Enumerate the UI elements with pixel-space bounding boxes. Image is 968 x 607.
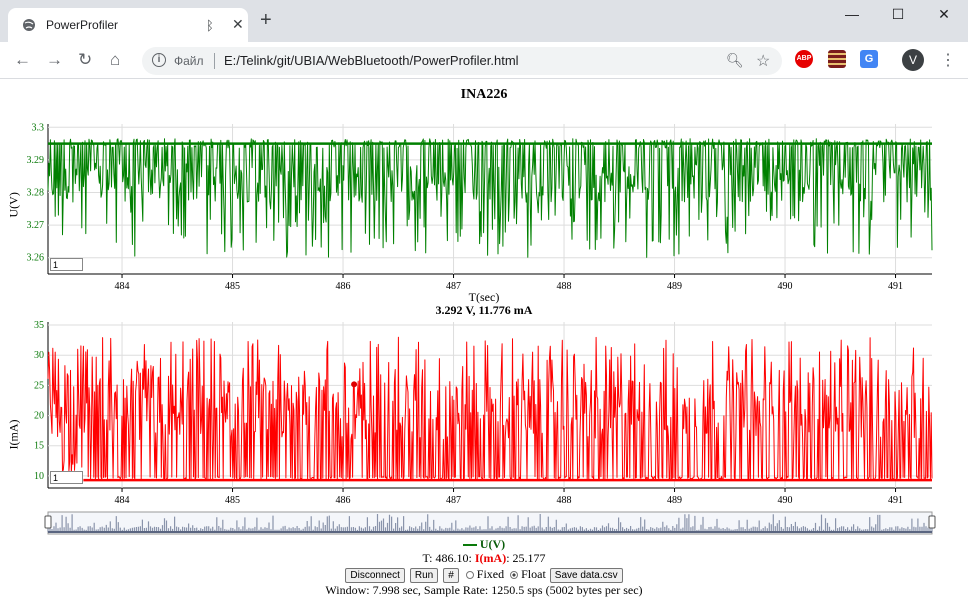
x-tick-label: 489: [667, 495, 682, 504]
page-title: INA226: [460, 87, 508, 102]
x-tick-label: 488: [557, 495, 572, 504]
x-tick-label: 486: [336, 281, 351, 290]
x-tick-label: 488: [557, 281, 572, 290]
x-tick-label: 484: [115, 495, 130, 504]
home-button[interactable]: ⌂: [110, 50, 121, 69]
url-text[interactable]: E:/Telink/git/UBIA/WebBluetooth/PowerPro…: [224, 53, 519, 68]
y-tick-label: 20: [34, 411, 44, 422]
run-button[interactable]: Run: [409, 567, 439, 583]
close-tab-icon[interactable]: ✕: [232, 16, 244, 32]
maximize-button[interactable]: ☐: [891, 6, 905, 22]
cursor-time: T: 486.10:: [422, 551, 475, 565]
float-radio[interactable]: [510, 571, 519, 580]
save-data-button[interactable]: Save data.csv: [549, 567, 623, 583]
y-tick-label: 25: [34, 380, 44, 391]
x-tick-label: 490: [778, 281, 793, 290]
x-tick-label: 487: [446, 281, 461, 290]
y-tick-label: 30: [34, 350, 44, 361]
back-button[interactable]: ←: [14, 50, 31, 69]
x-tick-label: 485: [225, 495, 240, 504]
bluetooth-icon: ᛒ: [206, 18, 214, 33]
x-tick-label: 485: [225, 281, 240, 290]
minimize-button[interactable]: —: [845, 6, 859, 22]
legend-label: U(V): [479, 537, 506, 551]
y-tick-label: 3.3: [32, 122, 45, 133]
browser-tab-bar: PowerProfiler ᛒ ✕ + — ☐ ✕: [0, 0, 968, 42]
y-tick-label: 35: [34, 320, 44, 331]
translate-icon[interactable]: G: [860, 50, 878, 68]
current-series-line: [47, 336, 933, 481]
close-window-button[interactable]: ✕: [938, 6, 950, 22]
tab-title: PowerProfiler: [46, 18, 119, 32]
navigator-right-handle: [928, 515, 936, 529]
forward-button[interactable]: →: [46, 50, 63, 69]
y-tick-label: 3.29: [27, 155, 45, 166]
cursor-marker: [351, 381, 358, 388]
url-separator: [214, 53, 215, 69]
url-scheme-label: Файл: [174, 54, 204, 68]
hash-button[interactable]: #: [443, 567, 459, 583]
zoom-icon[interactable]: 🔍︎: [726, 52, 744, 68]
legend-line-icon: [462, 544, 477, 547]
window-info: Window: 7.998 sec, Sample Rate: 1250.5 s…: [325, 583, 643, 597]
more-menu-icon[interactable]: ⋮: [940, 52, 956, 69]
controls-bar: Disconnect Run # Fixed Float Save data.c…: [0, 567, 968, 583]
fixed-radio[interactable]: [465, 571, 474, 580]
voltage-series-box[interactable]: 1: [50, 258, 83, 271]
fixed-label: Fixed: [476, 567, 505, 581]
cursor-series-label: I(mA): [474, 551, 507, 565]
x-tick-label: 486: [336, 495, 351, 504]
x-tick-label: 487: [446, 495, 461, 504]
x-tick-label: 490: [778, 495, 793, 504]
current-series-box[interactable]: 1: [50, 471, 83, 484]
float-label: Float: [521, 567, 546, 581]
navigator-left-handle: [44, 515, 52, 529]
navigator-series: [47, 514, 933, 532]
voltage-series-line: [47, 138, 933, 258]
globe-icon: [23, 19, 35, 31]
y-tick-label: 3.26: [27, 253, 45, 264]
info-icon[interactable]: i: [152, 53, 166, 67]
cursor-value: : 25.177: [506, 551, 546, 565]
y-tick-label: 15: [34, 441, 44, 452]
browser-toolbar: ← → ↻ ⌂ i Файл E:/Telink/git/UBIA/WebBlu…: [0, 42, 968, 79]
cursor-readout: T: 486.10: I(mA): 25.177: [0, 551, 968, 566]
avatar[interactable]: V: [902, 49, 924, 71]
address-bar[interactable]: i Файл E:/Telink/git/UBIA/WebBluetooth/P…: [142, 47, 782, 75]
bookmark-star-icon[interactable]: ☆: [756, 53, 771, 70]
x-tick-label: 484: [115, 281, 130, 290]
x-tick-label: 491: [888, 281, 903, 290]
measurement-readout: 3.292 V, 11.776 mA: [435, 303, 533, 317]
new-tab-button[interactable]: +: [260, 9, 272, 31]
disconnect-button[interactable]: Disconnect: [345, 567, 405, 583]
x-tick-label: 489: [667, 281, 682, 290]
y-tick-label: 10: [34, 471, 44, 482]
current-chart[interactable]: 484 485 486 487 488 489 490 491 10 15 20 25 30 35: [0, 316, 968, 504]
y-tick-label: 3.28: [27, 187, 45, 198]
extension-stripes-icon[interactable]: [828, 50, 846, 68]
x-tick-label: 491: [888, 495, 903, 504]
x-axis-label: T(sec): [468, 290, 500, 304]
voltage-chart[interactable]: 484 485 486 487 488 489 490 491 3.26 3.27 3.28 3.29…: [0, 110, 968, 290]
reload-button[interactable]: ↻: [78, 50, 93, 69]
legend[interactable]: U(V): [0, 537, 968, 552]
tab-powerprofiler[interactable]: PowerProfiler ᛒ ✕: [8, 8, 248, 42]
range-navigator[interactable]: [0, 510, 968, 538]
y-tick-label: 3.27: [27, 220, 45, 231]
adblock-icon[interactable]: ABP: [795, 50, 813, 68]
